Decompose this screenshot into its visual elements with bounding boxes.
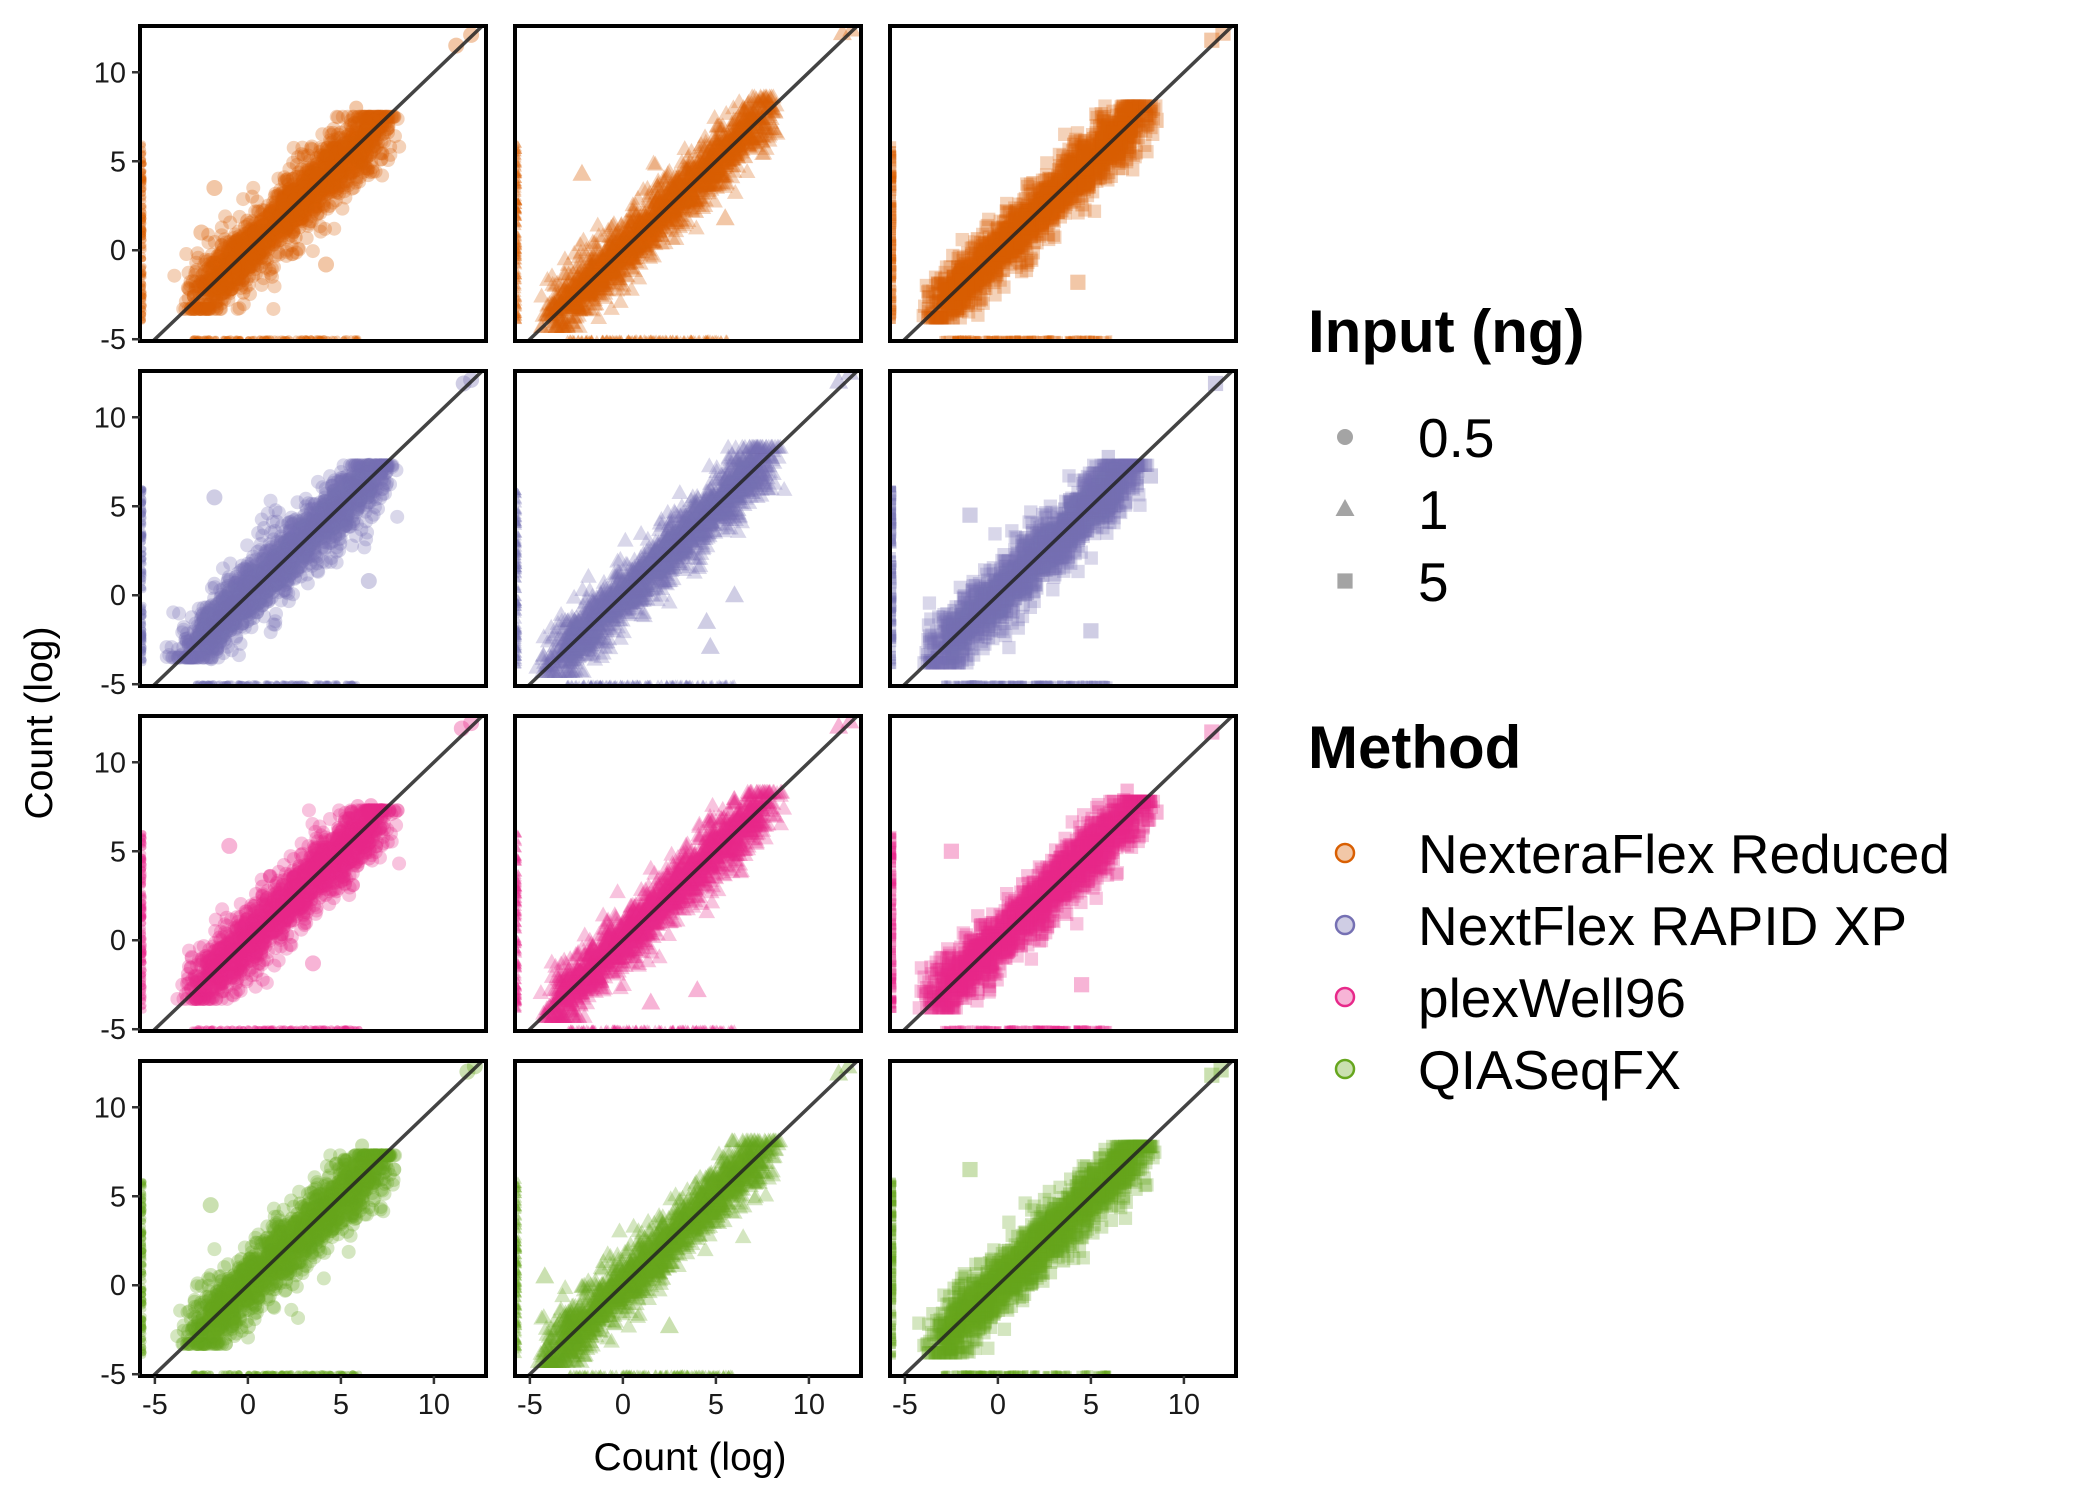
point-cloud xyxy=(513,20,861,343)
outlier-point xyxy=(206,180,222,196)
data-point xyxy=(167,269,181,283)
outlier-point xyxy=(716,208,735,225)
data-point xyxy=(314,225,328,239)
reference-line xyxy=(515,26,857,353)
data-point xyxy=(215,245,229,259)
data-point xyxy=(266,302,280,316)
data-point xyxy=(218,209,232,223)
y-tick-label: -5 xyxy=(100,324,126,356)
y-tick-label: 0 xyxy=(110,235,126,267)
data-point xyxy=(1140,145,1153,158)
facet-panel xyxy=(889,26,1236,354)
data-point xyxy=(268,279,282,293)
data-point xyxy=(320,149,334,163)
data-point xyxy=(327,222,341,236)
reference-line xyxy=(140,26,482,353)
y-tick-label: 10 xyxy=(94,57,126,89)
data-point xyxy=(240,214,254,228)
outlier-point xyxy=(193,224,209,240)
data-point xyxy=(274,233,288,247)
data-point xyxy=(330,110,344,124)
outlier-point xyxy=(572,164,591,181)
data-point xyxy=(306,244,320,258)
data-point xyxy=(360,148,374,162)
facet-panel: -5 0 5 10 xyxy=(94,26,486,356)
y-tick-label: 5 xyxy=(110,146,126,178)
point-cloud xyxy=(889,26,1231,344)
facet-panel xyxy=(513,20,861,354)
data-point xyxy=(308,202,322,216)
data-point xyxy=(233,301,247,315)
data-point xyxy=(335,202,349,216)
point-cloud xyxy=(139,27,479,344)
data-point xyxy=(327,179,341,193)
data-point xyxy=(244,260,258,274)
data-point xyxy=(1040,156,1053,169)
data-point xyxy=(327,122,341,136)
data-point xyxy=(264,267,278,281)
outlier-point xyxy=(318,256,334,272)
data-point xyxy=(236,192,250,206)
